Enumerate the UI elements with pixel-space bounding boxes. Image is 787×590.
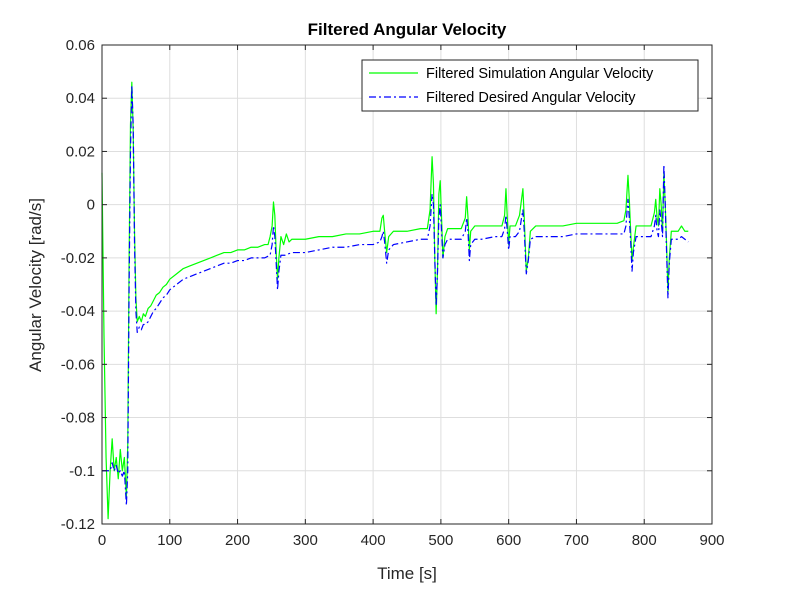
y-tick-label: 0.04 — [66, 90, 95, 107]
x-tick-label: 0 — [98, 532, 106, 549]
x-tick-label: 200 — [225, 532, 250, 549]
y-tick-label: -0.12 — [61, 516, 95, 533]
x-tick-label: 400 — [361, 532, 386, 549]
x-tick-label: 100 — [157, 532, 182, 549]
legend-label-simulation: Filtered Simulation Angular Velocity — [426, 66, 654, 82]
y-tick-label: -0.08 — [61, 410, 95, 427]
x-tick-label: 700 — [564, 532, 589, 549]
legend: Filtered Simulation Angular Velocity Fil… — [361, 59, 699, 112]
tick-layer: 0 100 200 300 400 500 600 700 800 900 -0.12 -0.1 -0.… — [61, 37, 725, 549]
plot-area — [102, 45, 712, 524]
y-tick-label: -0.1 — [69, 463, 95, 480]
series-desired-line — [102, 84, 689, 506]
plot-frame — [101, 44, 713, 525]
legend-label-desired: Filtered Desired Angular Velocity — [426, 90, 636, 106]
series-layer — [101, 81, 689, 520]
x-tick-label: 500 — [428, 532, 453, 549]
x-tick-label: 300 — [293, 532, 318, 549]
series-simulation-line — [101, 81, 689, 520]
x-axis-label: Time [s] — [377, 564, 437, 583]
y-tick-label: -0.02 — [61, 250, 95, 267]
chart-title: Filtered Angular Velocity — [308, 20, 507, 39]
y-axis-label: Angular Velocity [rad/s] — [26, 198, 45, 372]
x-tick-label: 600 — [496, 532, 521, 549]
y-tick-label: -0.06 — [61, 356, 95, 373]
legend-box — [361, 59, 699, 112]
y-tick-label: 0.02 — [66, 143, 95, 160]
x-tick-label: 900 — [699, 532, 724, 549]
y-tick-label: 0.06 — [66, 37, 95, 54]
y-tick-label: -0.04 — [61, 303, 95, 320]
y-tick-label: 0 — [87, 197, 95, 214]
x-tick-label: 800 — [632, 532, 657, 549]
